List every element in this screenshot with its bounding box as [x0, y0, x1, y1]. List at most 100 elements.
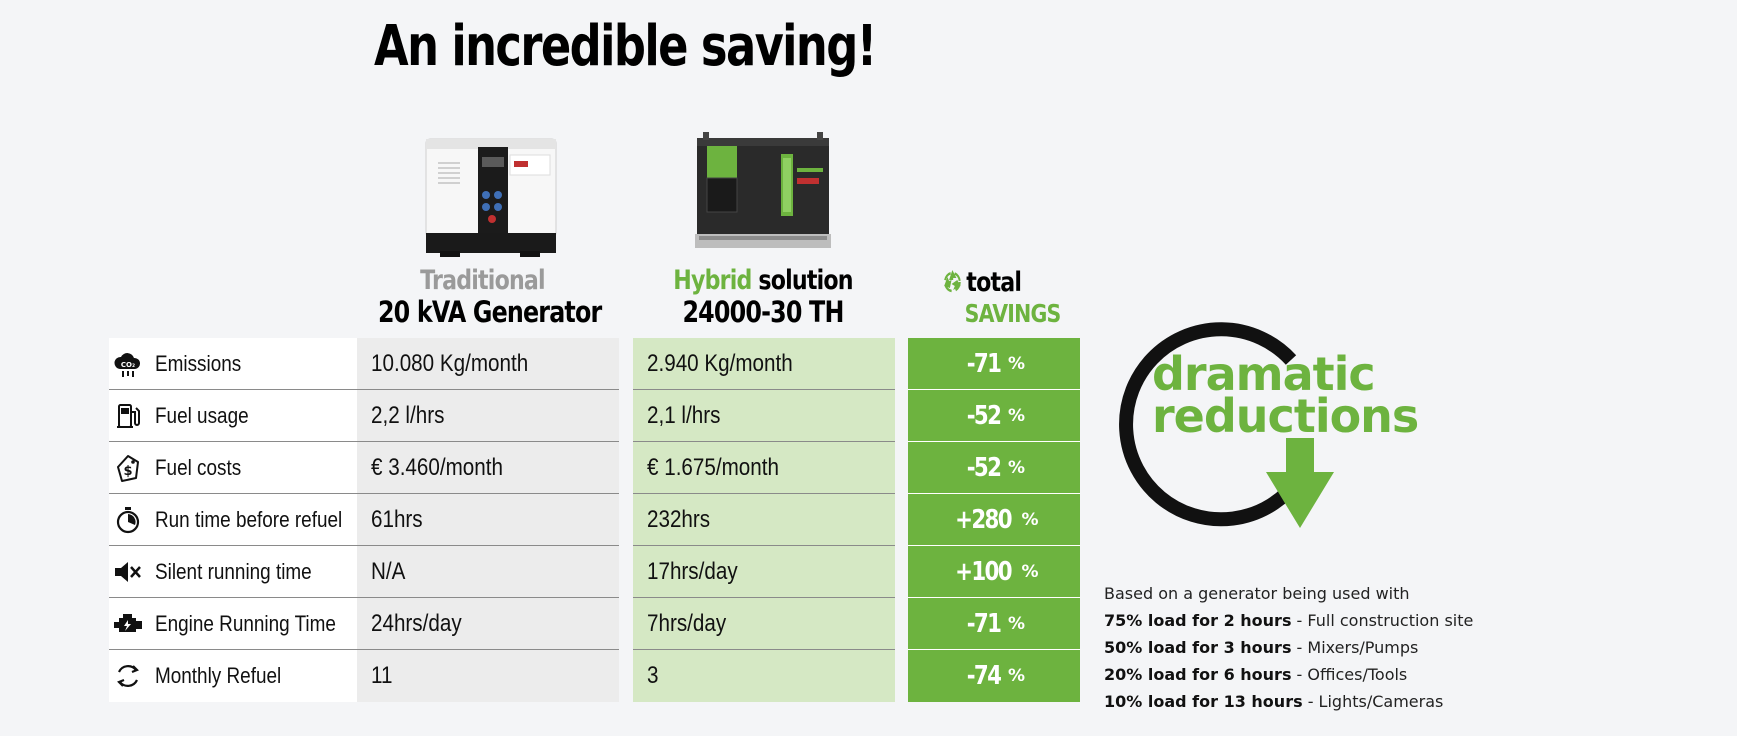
- traditional-generator-image: [425, 138, 557, 257]
- hybrid-value: 17hrs/day: [647, 557, 738, 585]
- saving-value: -71: [966, 348, 1002, 379]
- note-item-bold: 20% load for 6 hours: [1104, 665, 1292, 684]
- co2-cloud-icon: CO₂: [113, 349, 143, 379]
- traditional-value-cell: 61hrs: [357, 494, 619, 546]
- traditional-value: 10.080 Kg/month: [371, 349, 529, 377]
- traditional-value-cell: 10.080 Kg/month: [357, 338, 619, 390]
- note-item-text: - Full construction site: [1291, 611, 1474, 630]
- stopwatch-icon: [113, 505, 143, 535]
- table-row: Fuel usage 2,2 l/hrs 2,1 l/hrs -52%: [109, 390, 1080, 442]
- row-label: Fuel costs: [155, 454, 242, 480]
- reductions-text: reductions: [1152, 389, 1418, 443]
- recycle-icon: [943, 270, 961, 293]
- saving-unit: %: [1007, 457, 1026, 478]
- usage-note: Based on a generator being used with 75%…: [1104, 580, 1473, 715]
- saving-value-cell: -52%: [908, 442, 1080, 494]
- saving-unit: %: [1007, 353, 1026, 374]
- traditional-value-cell: 24hrs/day: [357, 598, 619, 650]
- traditional-value: 2,2 l/hrs: [371, 401, 445, 429]
- saving-value: +100: [955, 556, 1013, 587]
- row-label-cell: Engine Running Time: [109, 598, 357, 650]
- note-item: 10% load for 13 hours - Lights/Cameras: [1104, 688, 1473, 715]
- solution-label: solution: [751, 265, 853, 296]
- row-label: Run time before refuel: [155, 506, 343, 532]
- hybrid-value-cell: 3: [633, 650, 895, 702]
- traditional-column-header: Traditional 20 kVA Generator: [377, 265, 602, 329]
- saving-value-cell: -71%: [908, 338, 1080, 390]
- traditional-model: 20 kVA Generator: [377, 295, 602, 329]
- saving-unit: %: [1021, 561, 1039, 582]
- svg-text:$: $: [123, 464, 132, 479]
- note-item-bold: 50% load for 3 hours: [1104, 638, 1292, 657]
- row-label: Emissions: [155, 350, 242, 376]
- page-title: An incredible saving!: [374, 14, 877, 79]
- hybrid-value-cell: 232hrs: [633, 494, 895, 546]
- hybrid-value-cell: 2.940 Kg/month: [633, 338, 895, 390]
- money-tag-icon: $: [113, 453, 143, 483]
- svg-text:CO₂: CO₂: [121, 361, 135, 369]
- hybrid-generator-image: [695, 132, 831, 248]
- hybrid-column-header: Hybrid solution 24000-30 TH: [659, 265, 867, 329]
- note-item-bold: 10% load for 13 hours: [1104, 692, 1303, 711]
- row-label-cell: Fuel usage: [109, 390, 357, 442]
- table-row: Monthly Refuel 11 3 -74%: [109, 650, 1080, 702]
- saving-value-cell: +100%: [908, 546, 1080, 598]
- traditional-value: 24hrs/day: [371, 609, 462, 637]
- speaker-mute-icon: [113, 557, 143, 587]
- hybrid-label: Hybrid: [673, 265, 752, 296]
- table-row: $ Fuel costs € 3.460/month € 1.675/month…: [109, 442, 1080, 494]
- note-intro: Based on a generator being used with: [1104, 584, 1410, 603]
- traditional-value-cell: N/A: [357, 546, 619, 598]
- saving-value-cell: -52%: [908, 390, 1080, 442]
- note-item: 50% load for 3 hours - Mixers/Pumps: [1104, 634, 1473, 661]
- note-item: 20% load for 6 hours - Offices/Tools: [1104, 661, 1473, 688]
- hybrid-value: 3: [647, 662, 659, 689]
- row-label: Fuel usage: [155, 402, 249, 428]
- hybrid-value: 2,1 l/hrs: [647, 401, 721, 429]
- table-row: Silent running time N/A 17hrs/day +100%: [109, 546, 1080, 598]
- hybrid-value-cell: 17hrs/day: [633, 546, 895, 598]
- note-item: 75% load for 2 hours - Full construction…: [1104, 607, 1473, 634]
- total-label: total: [966, 267, 1022, 298]
- row-label-cell: CO₂ Emissions: [109, 338, 357, 390]
- saving-unit: %: [1007, 405, 1026, 426]
- row-label-cell: Silent running time: [109, 546, 357, 598]
- hybrid-value: 7hrs/day: [647, 609, 727, 637]
- dramatic-reductions-graphic: dramatic reductions: [1119, 322, 1419, 528]
- row-label: Monthly Refuel: [155, 663, 282, 688]
- traditional-value: 11: [371, 662, 393, 689]
- traditional-label: Traditional: [420, 265, 545, 296]
- row-label: Engine Running Time: [155, 610, 336, 636]
- saving-unit: %: [1007, 666, 1026, 686]
- note-item-bold: 75% load for 2 hours: [1104, 611, 1292, 630]
- note-item-text: - Offices/Tools: [1291, 665, 1408, 684]
- fuel-pump-icon: [113, 401, 143, 431]
- hybrid-value-cell: 7hrs/day: [633, 598, 895, 650]
- traditional-value: € 3.460/month: [371, 453, 503, 481]
- row-label: Silent running time: [155, 558, 312, 584]
- table-row: Engine Running Time 24hrs/day 7hrs/day -…: [109, 598, 1080, 650]
- saving-value: -52: [966, 452, 1002, 483]
- hybrid-value-cell: € 1.675/month: [633, 442, 895, 494]
- hybrid-value: 2.940 Kg/month: [647, 349, 793, 377]
- dramatic-text: dramatic: [1152, 347, 1375, 401]
- note-item-text: - Lights/Cameras: [1302, 692, 1444, 711]
- saving-unit: %: [1007, 613, 1026, 634]
- traditional-value-cell: 11: [357, 650, 619, 702]
- saving-value-cell: -74%: [908, 650, 1080, 702]
- traditional-value-cell: 2,2 l/hrs: [357, 390, 619, 442]
- traditional-value: N/A: [371, 557, 406, 585]
- savings-label: SAVINGS: [964, 299, 1062, 328]
- saving-value: -71: [966, 608, 1002, 639]
- engine-icon: [113, 609, 143, 639]
- hybrid-value: € 1.675/month: [647, 453, 779, 481]
- hybrid-model: 24000-30 TH: [682, 295, 844, 329]
- hybrid-value-cell: 2,1 l/hrs: [633, 390, 895, 442]
- saving-value: -52: [966, 400, 1002, 431]
- row-label-cell: $ Fuel costs: [109, 442, 357, 494]
- row-label-cell: Monthly Refuel: [109, 650, 357, 702]
- note-item-text: - Mixers/Pumps: [1291, 638, 1419, 657]
- saving-value: +280: [955, 504, 1013, 535]
- traditional-value-cell: € 3.460/month: [357, 442, 619, 494]
- traditional-value: 61hrs: [371, 505, 423, 533]
